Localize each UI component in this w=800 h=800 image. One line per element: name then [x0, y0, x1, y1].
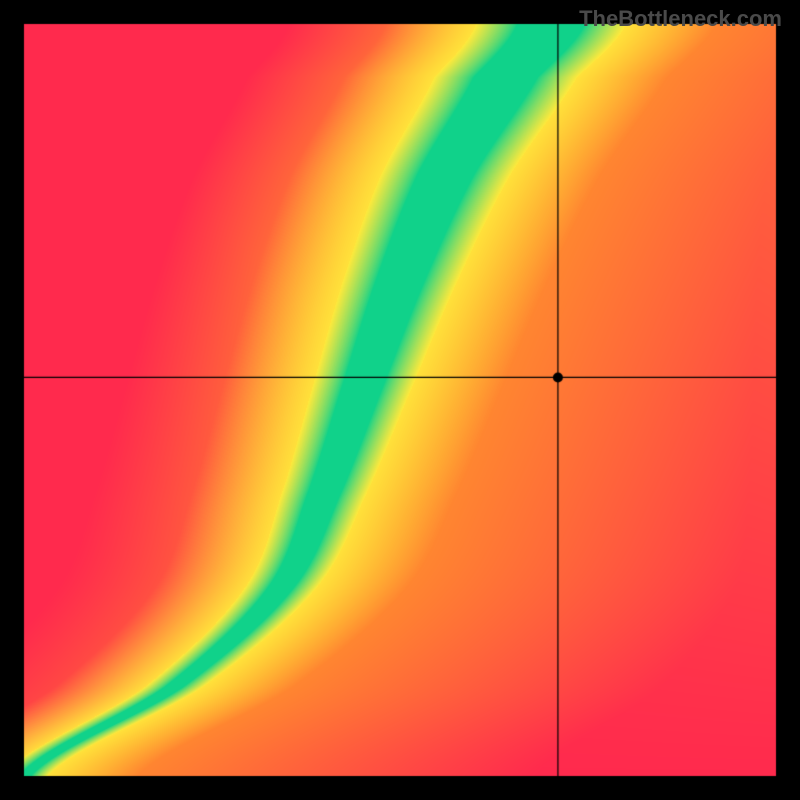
bottleneck-heatmap	[0, 0, 800, 800]
chart-container: TheBottleneck.com	[0, 0, 800, 800]
watermark: TheBottleneck.com	[579, 6, 782, 32]
